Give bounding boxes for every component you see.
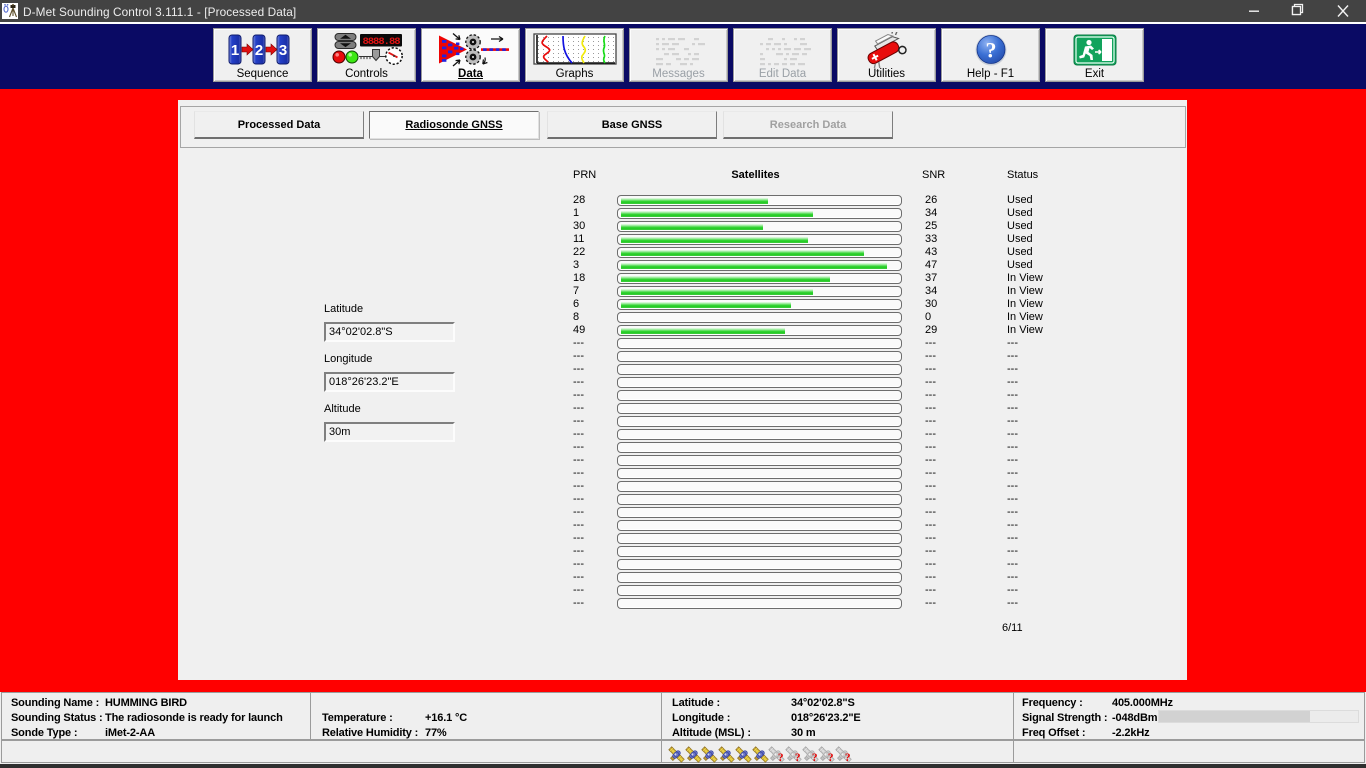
svg-text:?: ? [812, 752, 818, 763]
svg-text:2: 2 [254, 42, 262, 59]
svg-text:?: ? [985, 38, 996, 63]
svg-text:8888.88: 8888.88 [362, 36, 400, 48]
svg-text:?: ? [795, 752, 801, 763]
svg-text:?: ? [828, 752, 834, 763]
svg-text:3: 3 [278, 42, 286, 59]
svg-text:?: ? [845, 752, 851, 763]
svg-text:1: 1 [230, 42, 238, 59]
svg-text:?: ? [778, 752, 784, 763]
